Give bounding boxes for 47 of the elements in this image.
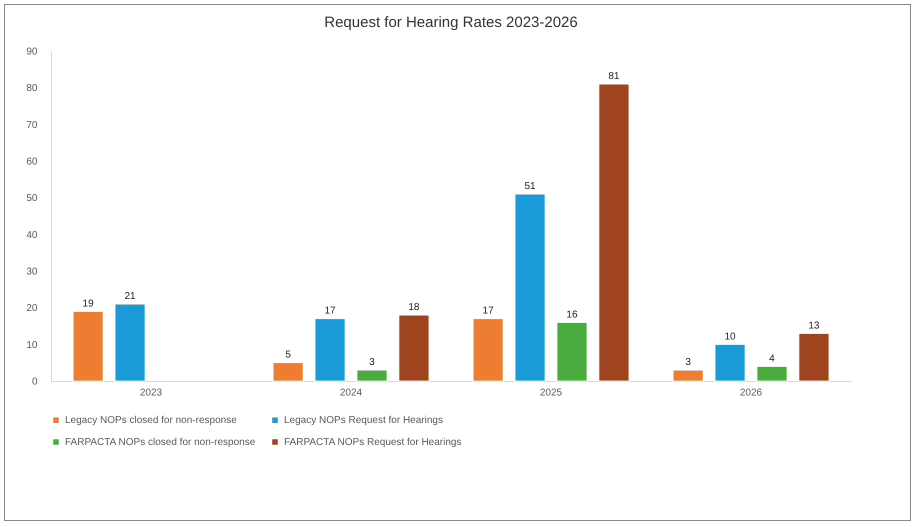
data-label: 10 — [724, 331, 736, 342]
bar — [398, 314, 430, 382]
bar — [356, 370, 388, 382]
x-tick-label: 2024 — [340, 388, 363, 398]
y-tick-label: 50 — [26, 193, 38, 204]
x-tick-label: 2026 — [740, 388, 763, 398]
bar — [672, 370, 704, 382]
y-tick-label: 70 — [26, 120, 38, 131]
bar — [272, 362, 304, 382]
data-label: 81 — [608, 71, 620, 82]
y-tick-label: 10 — [26, 340, 38, 351]
y-tick-label: 80 — [26, 83, 38, 94]
data-label: 3 — [369, 357, 376, 368]
y-tick-label: 90 — [26, 46, 38, 58]
y-tick-label: 0 — [32, 376, 38, 388]
chart-title: Request for Hearing Rates 2023-2026 — [324, 14, 578, 31]
data-label: 17 — [482, 306, 494, 317]
data-label: 21 — [124, 291, 136, 302]
x-tick-label: 2023 — [140, 388, 163, 398]
x-tick-label: 2025 — [540, 388, 563, 398]
bar — [556, 322, 588, 382]
bar — [598, 84, 630, 382]
bar — [114, 304, 146, 382]
bar — [714, 344, 746, 382]
legend-label: FARPACTA NOPs Request for Hearings — [284, 437, 462, 448]
legend-label: Legacy NOPs closed for non-response — [65, 415, 238, 426]
data-label: 3 — [685, 357, 692, 368]
y-tick-label: 30 — [26, 266, 38, 278]
bar — [472, 318, 504, 382]
bar — [514, 194, 546, 382]
y-tick-label: 20 — [26, 303, 38, 314]
data-label: 19 — [82, 298, 94, 310]
legend-label: FARPACTA NOPs closed for non-response — [65, 437, 256, 448]
data-label: 51 — [524, 181, 536, 192]
legend-label: Legacy NOPs Request for Hearings — [284, 415, 443, 426]
data-label: 18 — [408, 302, 420, 313]
data-label: 13 — [808, 320, 820, 332]
bar — [756, 366, 788, 382]
bar — [72, 310, 104, 382]
y-tick-label: 40 — [26, 230, 38, 241]
bar — [798, 332, 830, 382]
data-label: 16 — [566, 309, 578, 320]
y-tick-label: 60 — [26, 156, 38, 168]
data-label: 17 — [324, 306, 336, 317]
data-label: 5 — [285, 350, 292, 361]
data-label: 4 — [769, 353, 776, 364]
bar — [314, 318, 346, 382]
